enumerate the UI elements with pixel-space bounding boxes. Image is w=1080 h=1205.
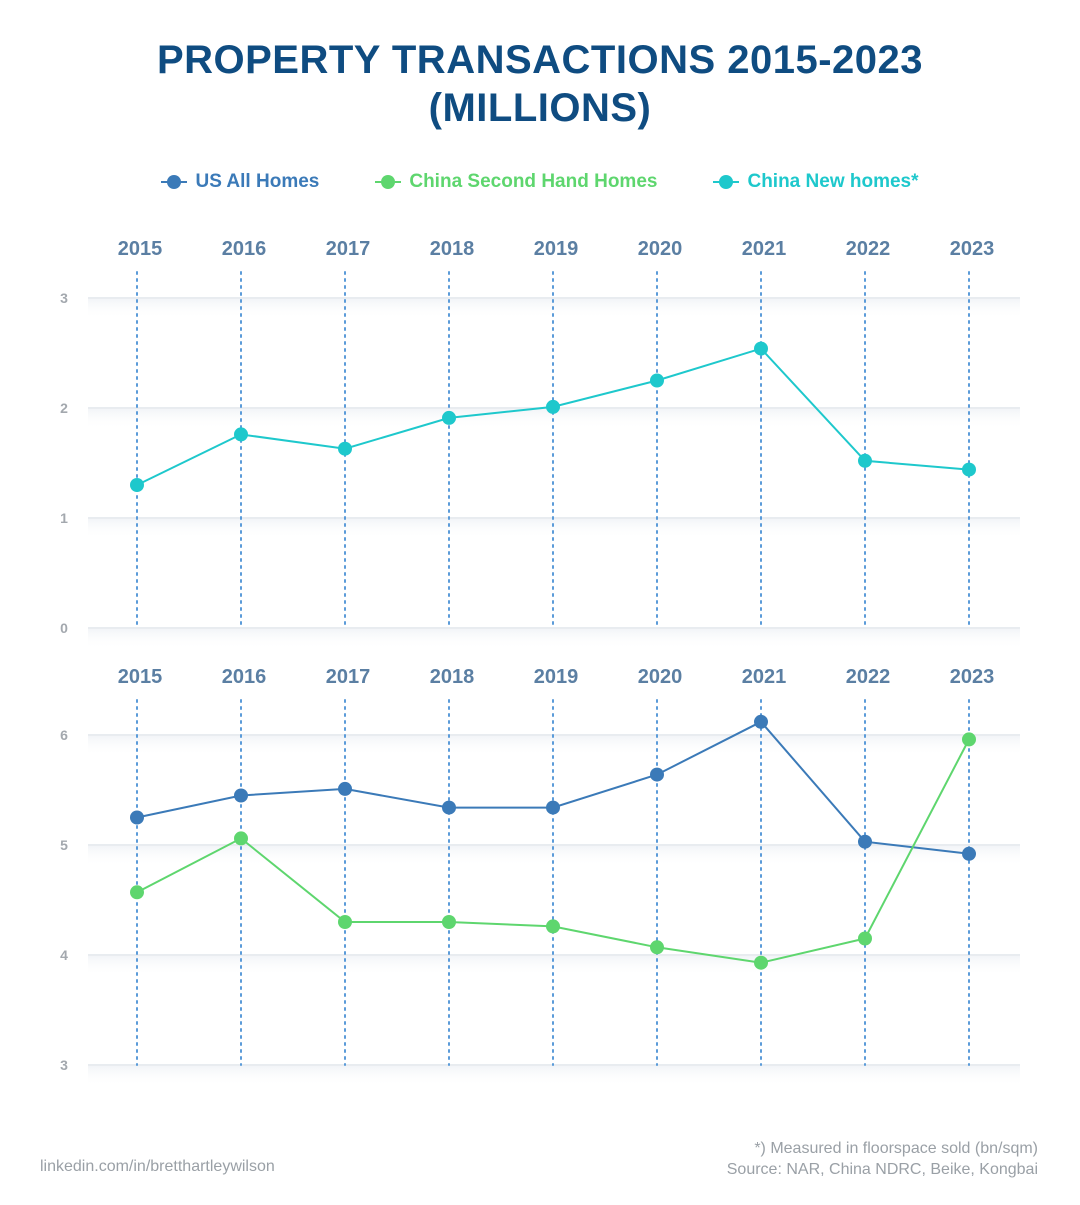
grid-band [88,734,1020,756]
x-tick-label: 2017 [326,238,371,260]
data-point [442,410,456,425]
x-tick-label: 2023 [950,238,995,260]
x-tick-label: 2022 [846,238,891,260]
grid-band [88,954,1020,976]
data-point [130,478,144,492]
x-tick-label: 2019 [534,666,579,688]
y-tick-label: 4 [60,947,68,963]
x-tick-label: 2018 [430,238,475,260]
data-point [546,399,560,414]
x-tick-label: 2022 [846,666,891,688]
data-point [338,441,352,456]
data-point [650,767,664,782]
legend-label-us: US All Homes [195,171,320,192]
data-point [546,919,560,934]
data-point [754,341,768,356]
y-tick-label: 6 [60,727,68,743]
grid-band [88,517,1020,539]
legend-swatch-second-hand [375,175,402,189]
data-point [442,800,456,815]
y-tick-label: 2 [60,400,68,416]
legend-label-new-homes: China New homes* [747,171,919,192]
title-line-2: (MILLIONS) [428,86,652,130]
footer-notes: *) Measured in floorspace sold (bn/sqm) … [727,1138,1038,1180]
data-point [754,714,768,729]
legend-swatch-us [161,175,188,189]
data-point [442,915,456,929]
data-point [338,915,352,929]
data-point [858,931,872,946]
legend: US All Homes China Second Hand Homes Chi… [0,168,1080,196]
x-tick-label: 2021 [742,666,787,688]
y-tick-label: 5 [60,837,68,853]
x-tick-label: 2020 [638,238,683,260]
data-point [650,373,664,388]
data-point [130,885,144,900]
data-point [234,427,248,442]
legend-label-second-hand: China Second Hand Homes [409,171,658,192]
x-tick-label: 2016 [222,666,267,688]
data-point [130,810,144,825]
data-point [962,732,976,747]
x-tick-label: 2021 [742,238,787,260]
x-tick-label: 2015 [118,666,163,688]
data-point [858,453,872,468]
data-point [962,462,976,477]
legend-item-china-second-hand: China Second Hand Homes [375,168,657,196]
x-tick-label: 2019 [534,238,579,260]
legend-item-china-new-homes: China New homes* [713,168,919,196]
chart-title: PROPERTY TRANSACTIONS 2015-2023 (MILLION… [0,36,1080,132]
footer-source: Source: NAR, China NDRC, Beike, Kongbai [726,1161,1038,1178]
grid-band [88,1064,1020,1086]
x-tick-label: 2023 [950,666,995,688]
data-point [338,781,352,796]
y-tick-label: 1 [60,510,68,526]
data-point [754,955,768,970]
footer-note: *) Measured in floorspace sold (bn/sqm) [754,1140,1038,1157]
x-tick-label: 2018 [430,666,475,688]
grid-band [88,627,1020,649]
y-tick-label: 0 [60,620,68,636]
legend-swatch-new-homes [713,175,740,189]
data-point [962,846,976,861]
x-tick-label: 2020 [638,666,683,688]
data-point [650,940,664,955]
data-point [234,831,248,846]
y-tick-label: 3 [60,1057,68,1073]
data-point [234,788,248,803]
data-point [858,834,872,849]
grid-band [88,407,1020,429]
footer-credit[interactable]: linkedin.com/in/bretthartleywilson [40,1158,275,1175]
x-tick-label: 2015 [118,238,163,260]
x-tick-label: 2017 [326,666,371,688]
y-tick-label: 3 [60,290,68,306]
title-line-1: PROPERTY TRANSACTIONS 2015-2023 [156,38,924,82]
x-tick-label: 2016 [222,238,267,260]
data-point [546,800,560,815]
legend-item-us-all-homes: US All Homes [161,168,319,196]
